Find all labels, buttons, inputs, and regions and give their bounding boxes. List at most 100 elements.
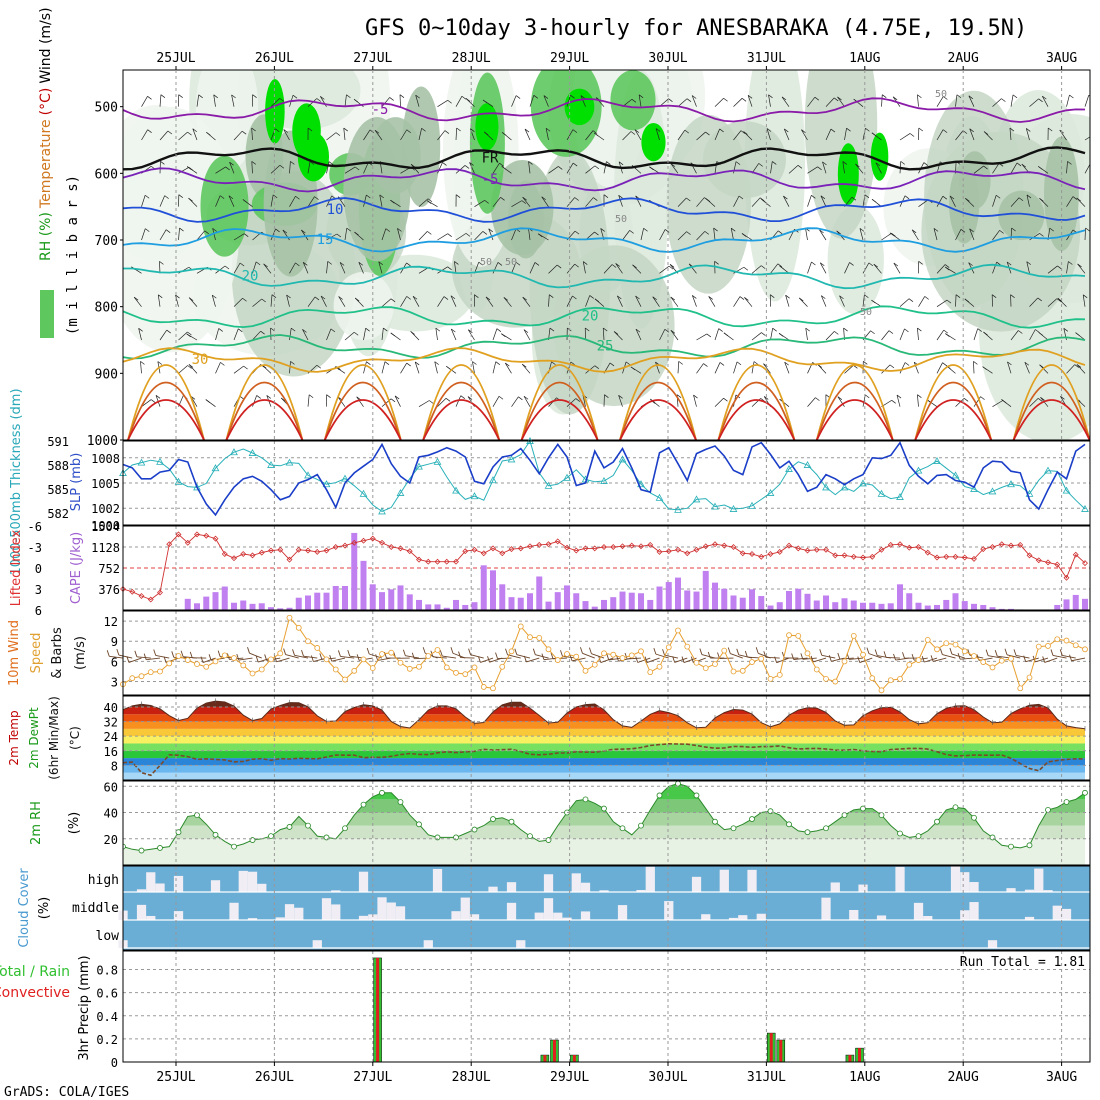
wind-barb-10m: [238, 657, 253, 661]
wind-barb: [968, 95, 975, 107]
wind-barb-flag: [446, 365, 451, 370]
isotherm-line: [123, 305, 1086, 329]
wind-barb-flag: [904, 195, 910, 200]
cape-bar: [628, 592, 635, 610]
wind-barb-flag: [470, 128, 475, 132]
top-date-label: 31JUL: [747, 51, 786, 66]
wind-barb-flag: [871, 299, 876, 304]
cape-bar: [619, 591, 626, 610]
wind-barb-flag: [908, 298, 914, 302]
lifted-index-marker: [989, 544, 996, 550]
wind-barb: [289, 161, 291, 174]
wind-barb-flag: [896, 394, 902, 399]
wind-barb-flag: [801, 129, 806, 133]
wind-barb-10m-flag: [819, 649, 823, 656]
thickness-marker: [359, 489, 368, 497]
cape-bar: [554, 592, 561, 610]
wind-barb: [784, 362, 790, 374]
wind-speed-marker: [915, 657, 922, 663]
cloud-fraction-block: [488, 886, 498, 892]
wind-barb-flag: [320, 295, 326, 300]
wind-barb: [634, 129, 642, 141]
thickness-marker: [1007, 480, 1015, 488]
wind-barb: [511, 262, 517, 274]
cloud-fraction-block: [636, 889, 646, 892]
cloud-fraction-block: [895, 866, 905, 892]
cape-bar: [998, 608, 1005, 610]
rh-marker: [508, 818, 515, 825]
wind-barb-flag: [353, 332, 359, 336]
wind-barb-flag: [911, 229, 917, 234]
wind-barb-flag: [421, 128, 426, 132]
lifted-index-marker: [1035, 557, 1042, 564]
cape-bar: [212, 592, 219, 610]
wind-barb: [397, 228, 401, 241]
wind-barb-10m: [627, 657, 642, 660]
thickness-marker: [563, 473, 571, 481]
wind-barb-flag: [443, 296, 449, 300]
rh-marker: [527, 833, 533, 840]
wind-barb: [192, 128, 198, 141]
rh-marker: [860, 805, 866, 812]
lifted-index-marker: [712, 541, 718, 548]
lifted-index-marker: [971, 555, 977, 562]
surface-isotherm-arch: [127, 364, 205, 440]
wind-barb: [529, 95, 535, 107]
wind-barb-flag: [900, 161, 905, 165]
isotherm-line: [123, 197, 1086, 223]
wind-barb-10m: [480, 657, 494, 663]
wind-barb-flag: [805, 327, 810, 332]
cape-bar: [221, 586, 228, 610]
wind-barb-flag: [703, 363, 708, 367]
lifted-index-marker: [906, 544, 913, 551]
wind-barb-10m: [128, 657, 142, 663]
wind-barb-flag: [484, 200, 489, 204]
cloud-fraction-block: [146, 872, 156, 892]
lifted-index-marker: [610, 544, 617, 550]
wind-barb-10m-flag: [857, 656, 861, 663]
temp-band: [123, 736, 1085, 744]
wind-barb-flag: [691, 95, 697, 99]
cape-bar: [416, 599, 422, 610]
wind-barb: [585, 295, 591, 307]
wind-barb-flag: [1074, 364, 1079, 368]
surface-isotherm-arch: [717, 381, 796, 440]
wind-barb: [138, 328, 142, 341]
wind-barb-10m-flag: [247, 647, 250, 654]
wind-barb-flag: [678, 361, 683, 365]
wind-barb: [617, 295, 623, 307]
cape-bar: [934, 604, 940, 610]
wind-barb-flag: [638, 94, 644, 99]
thickness-marker: [156, 457, 164, 465]
wind-barb-10m-flag: [450, 647, 454, 654]
surface-isotherm-arch: [422, 399, 501, 440]
wind-speed-marker: [813, 666, 820, 673]
surface-isotherm-arch: [520, 381, 599, 440]
wind-barb-10m: [507, 654, 521, 659]
lifted-index-marker: [221, 551, 228, 557]
wind-barb-10m: [859, 657, 873, 663]
wind-speed-marker: [397, 659, 404, 666]
rh-contour-label: 50: [505, 257, 517, 268]
lifted-index-marker: [323, 547, 330, 554]
wind-speed-marker: [545, 646, 552, 653]
wind-barb-flag: [630, 366, 636, 371]
wind-barb-flag: [384, 361, 390, 365]
wind-barb-10m-flag: [828, 655, 832, 662]
wind-barb-flag: [609, 362, 615, 367]
wind-barb-flag: [864, 294, 869, 299]
wind-barb: [783, 195, 790, 207]
wind-barb-10m-flag: [598, 656, 602, 663]
wind-barb: [159, 261, 161, 274]
wind-speed-marker: [739, 667, 746, 674]
wind-barb: [233, 233, 245, 241]
wind-barb-flag: [338, 296, 343, 300]
wind-barb-flag: [820, 262, 825, 267]
wind-speed-marker: [536, 634, 543, 641]
wind-barb: [450, 295, 457, 307]
cape-bar: [980, 604, 987, 610]
wind-barb-flag: [272, 194, 278, 199]
wind-barb: [374, 130, 383, 141]
lifted-index-marker: [980, 546, 987, 553]
